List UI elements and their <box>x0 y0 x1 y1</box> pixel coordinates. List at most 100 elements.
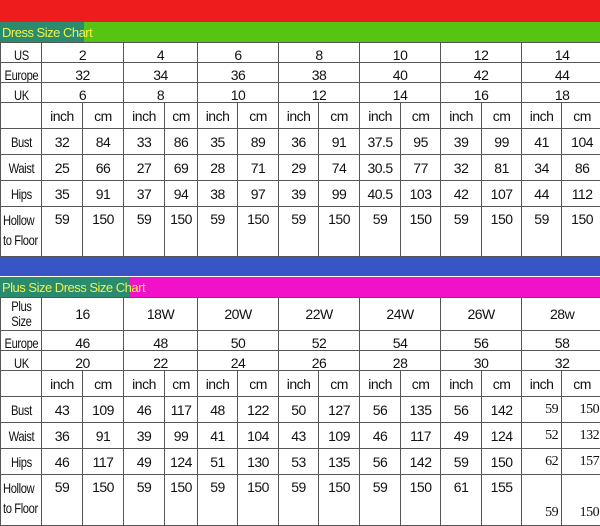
measure-cell: 36 <box>42 423 83 449</box>
measure-cell: 59 <box>522 207 562 257</box>
measure-cell: 48 <box>198 397 238 423</box>
measure-cell: 77 <box>401 155 441 181</box>
measure-cell: 59 <box>522 397 562 423</box>
plus-title-band: Plus Size Dress Size Chart <box>0 277 600 297</box>
measure-cell: 44 <box>522 181 562 207</box>
row-label: Waist <box>3 428 40 444</box>
measure-cell: 30.5 <box>360 155 401 181</box>
size-cell: 18W <box>124 298 198 331</box>
size-cell: 34 <box>124 63 198 83</box>
measure-cell: 130 <box>238 449 279 475</box>
measure-cell: 71 <box>238 155 279 181</box>
measure-cell: 142 <box>482 397 522 423</box>
row-label-cell: Waist <box>1 423 42 449</box>
measure-cell: 69 <box>165 155 198 181</box>
measure-cell: 150 <box>562 475 600 526</box>
row-label-cell: Europe <box>1 63 42 83</box>
unit-label: inch <box>441 103 482 129</box>
row-label: Hollow to Floor <box>3 210 40 250</box>
measure-cell: 103 <box>401 181 441 207</box>
measure-cell: 104 <box>238 423 279 449</box>
row-label: UK <box>3 356 40 370</box>
measure-cell: 36 <box>279 129 319 155</box>
measure-cell: 56 <box>360 397 401 423</box>
row-label: Hips <box>3 454 40 470</box>
unit-label: inch <box>522 371 562 397</box>
measure-cell: 150 <box>482 207 522 257</box>
measure-cell: 142 <box>401 449 441 475</box>
measure-cell: 32 <box>441 155 482 181</box>
dress-chart-title: Dress Size Chart <box>0 22 84 42</box>
size-cell: 32 <box>42 63 124 83</box>
unit-label: inch <box>42 103 83 129</box>
row-label-cell: Hollow to Floor <box>1 475 42 526</box>
measure-cell: 132 <box>562 423 600 449</box>
measure-cell: 97 <box>238 181 279 207</box>
size-cell: 58 <box>522 331 600 351</box>
measure-cell: 56 <box>441 397 482 423</box>
size-cell: 50 <box>198 331 279 351</box>
measure-cell: 99 <box>165 423 198 449</box>
size-cell: 40 <box>360 63 441 83</box>
measure-cell: 84 <box>83 129 124 155</box>
plus-chart-title: Plus Size Dress Size Chart <box>0 277 130 297</box>
size-cell: 36 <box>198 63 279 83</box>
unit-label: inch <box>198 103 238 129</box>
row-label-cell: Hollow to Floor <box>1 207 42 257</box>
measure-cell: 61 <box>441 475 482 526</box>
measure-cell: 41 <box>198 423 238 449</box>
measure-cell: 155 <box>482 475 522 526</box>
measure-cell: 109 <box>83 397 124 423</box>
size-cell: 12 <box>279 83 360 103</box>
size-cell: 10 <box>360 43 441 63</box>
size-cell: 42 <box>441 63 522 83</box>
measure-cell: 27 <box>124 155 165 181</box>
dress-title-band: Dress Size Chart <box>0 22 600 42</box>
row-label: Bust <box>3 402 40 418</box>
size-cell: 10 <box>198 83 279 103</box>
measure-cell: 94 <box>165 181 198 207</box>
measure-cell: 49 <box>441 423 482 449</box>
row-label: Hollow to Floor <box>3 478 40 518</box>
size-cell: 54 <box>360 331 441 351</box>
measure-cell: 50 <box>279 397 319 423</box>
measure-cell: 150 <box>401 475 441 526</box>
unit-label: cm <box>165 371 198 397</box>
row-label-cell: Hips <box>1 449 42 475</box>
measure-cell: 59 <box>198 475 238 526</box>
measure-cell: 29 <box>279 155 319 181</box>
measure-cell: 74 <box>319 155 360 181</box>
unit-label: cm <box>83 371 124 397</box>
measure-cell: 109 <box>319 423 360 449</box>
measure-cell: 41 <box>522 129 562 155</box>
measure-cell: 37 <box>124 181 165 207</box>
measure-cell: 150 <box>238 475 279 526</box>
measure-cell: 39 <box>441 129 482 155</box>
row-label: Bust <box>3 134 40 150</box>
measure-cell: 46 <box>360 423 401 449</box>
measure-cell: 43 <box>279 423 319 449</box>
size-cell: 16 <box>42 298 124 331</box>
size-cell: 8 <box>124 83 198 103</box>
measure-cell: 59 <box>198 207 238 257</box>
unit-label: inch <box>360 371 401 397</box>
size-cell: 6 <box>42 83 124 103</box>
size-cell: 2 <box>42 43 124 63</box>
row-label-cell: Europe <box>1 331 42 351</box>
size-cell: 24 <box>198 351 279 371</box>
size-cell: 6 <box>198 43 279 63</box>
measure-cell: 34 <box>522 155 562 181</box>
measure-cell: 42 <box>441 181 482 207</box>
row-label-cell: Bust <box>1 129 42 155</box>
measure-cell: 104 <box>562 129 600 155</box>
row-label-cell: Waist <box>1 155 42 181</box>
measure-cell: 40.5 <box>360 181 401 207</box>
size-cell: 28w <box>522 298 600 331</box>
row-label: Waist <box>3 160 40 176</box>
unit-label: cm <box>482 371 522 397</box>
